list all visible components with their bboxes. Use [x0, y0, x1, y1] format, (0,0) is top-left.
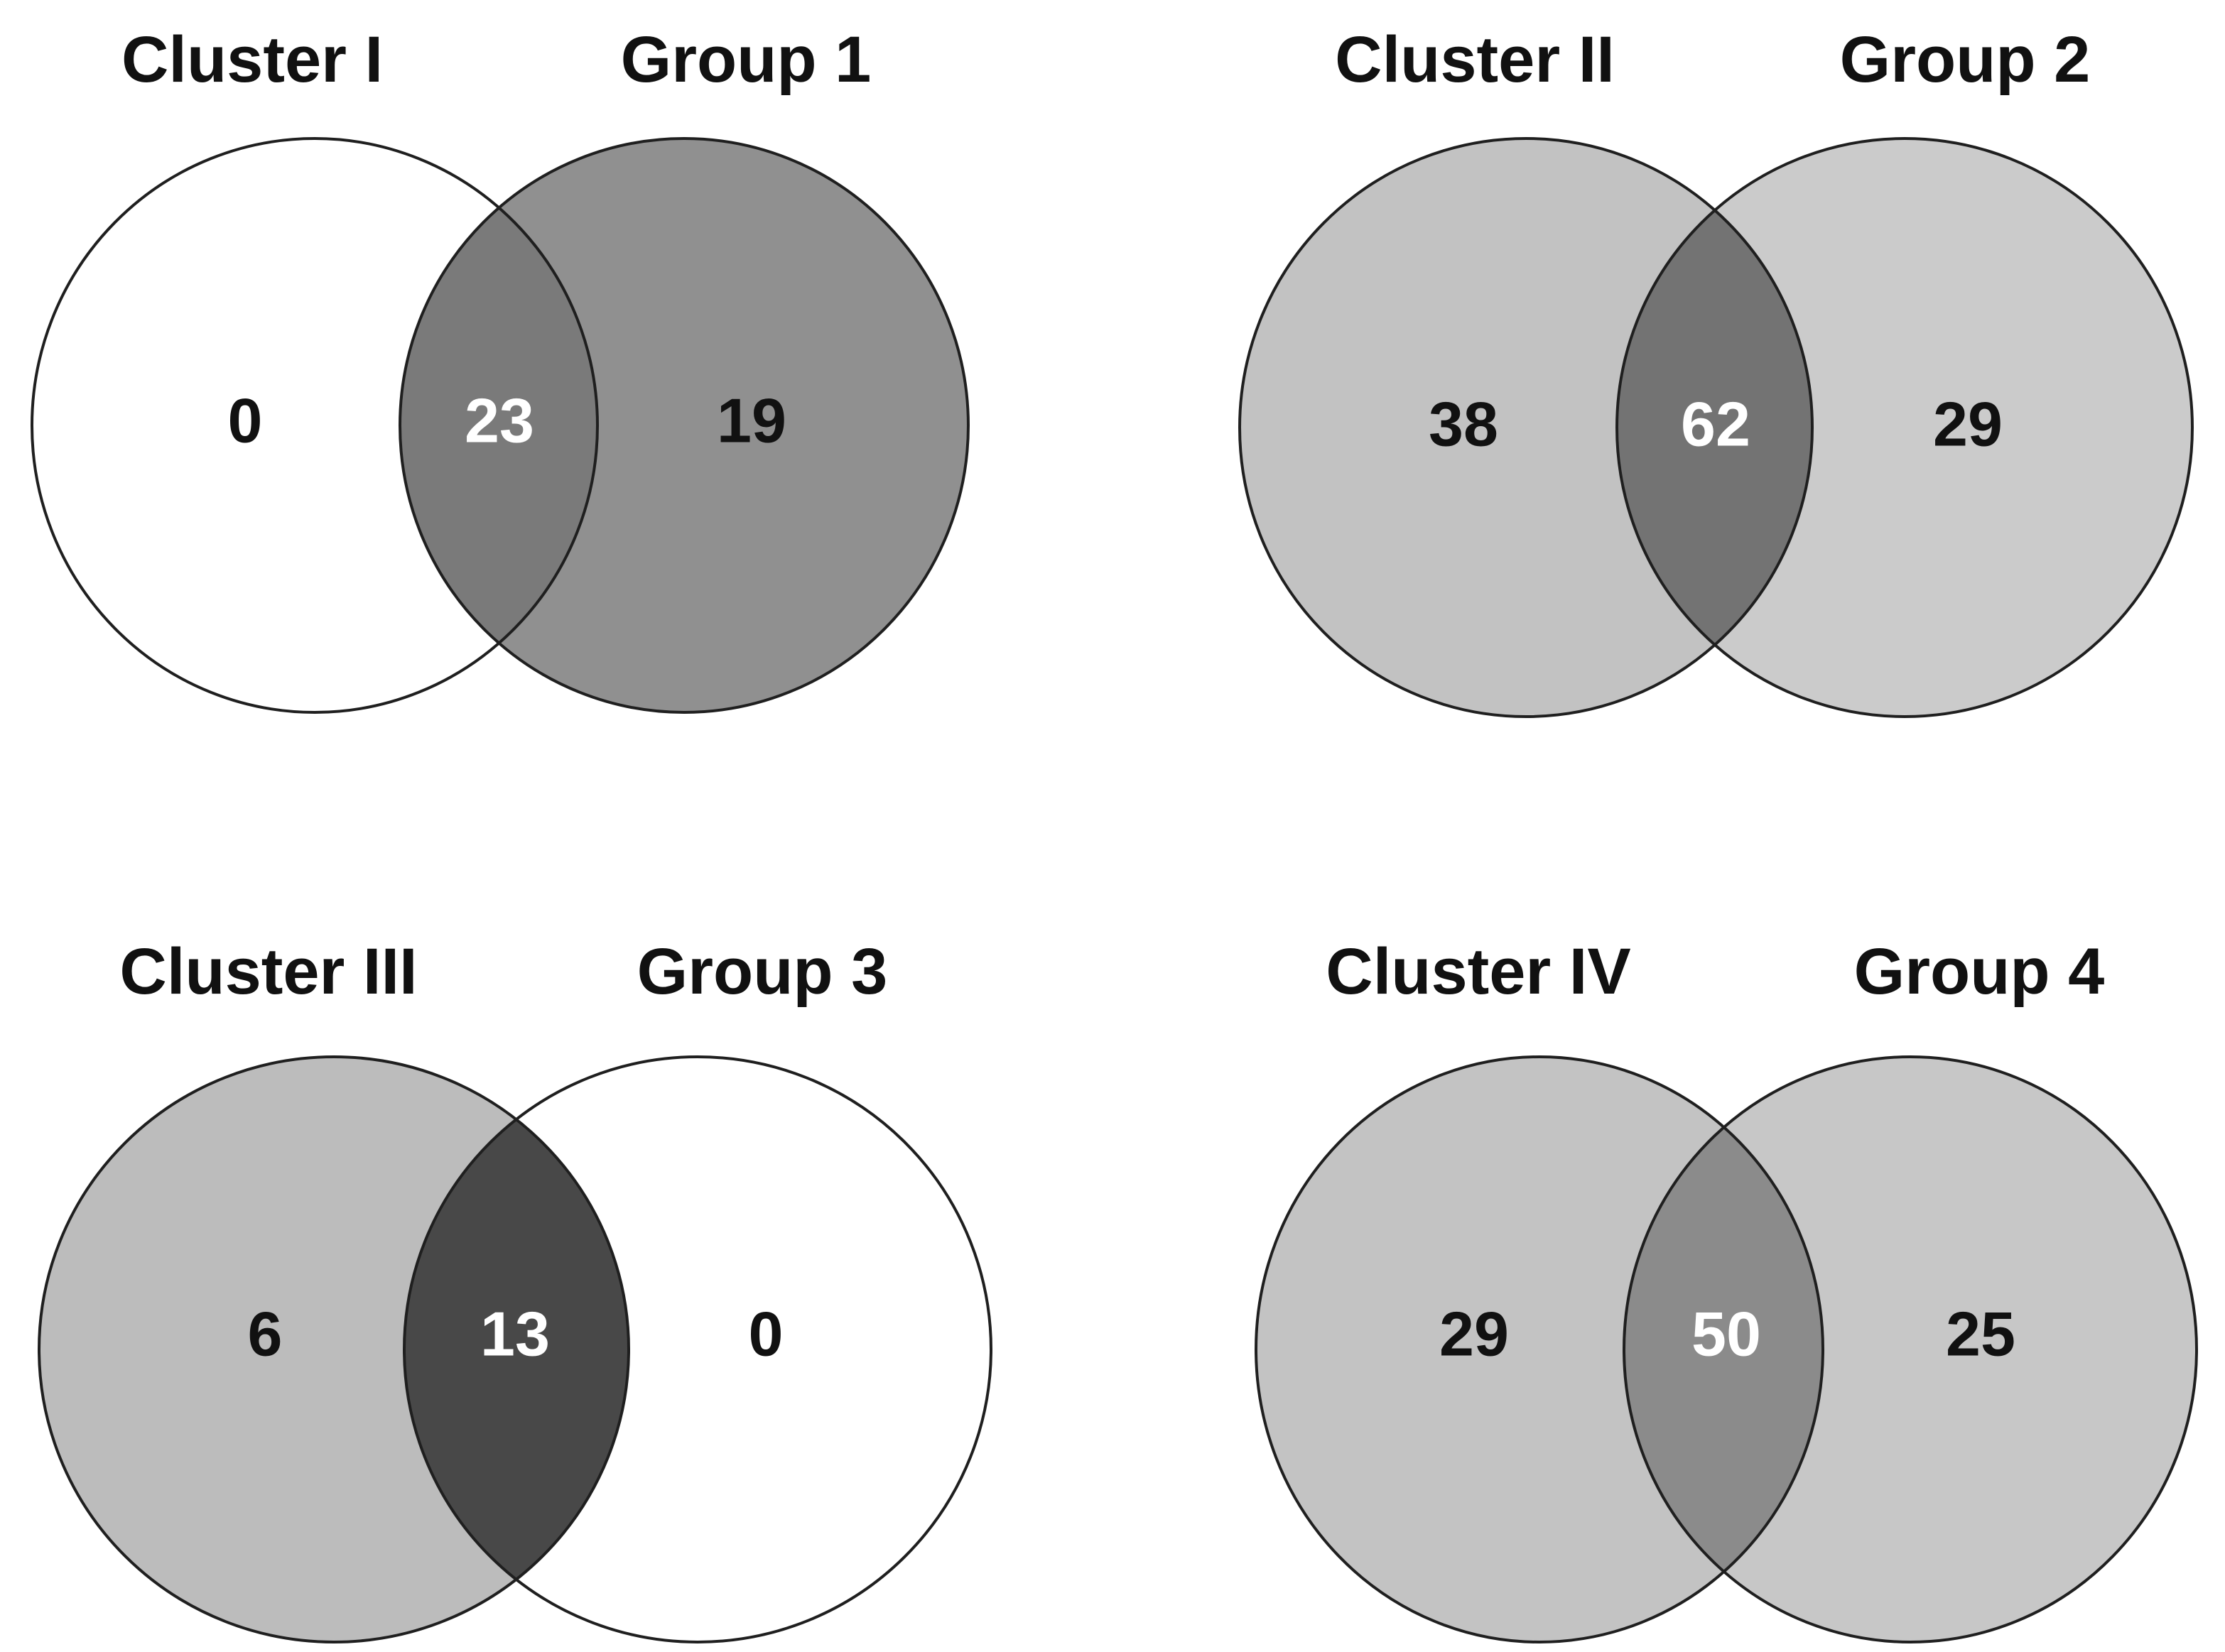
cluster-i-title: Cluster I — [121, 23, 383, 96]
cluster-iv-group-4-overlap-count: 50 — [1691, 1299, 1761, 1369]
cluster-i-circle-outline — [31, 137, 599, 714]
cluster-iii-circle-outline — [38, 1055, 630, 1643]
venn-panel-cluster-ii: Cluster II Group 2 38 62 29 — [1238, 23, 2194, 718]
cluster-i-only-count: 0 — [228, 386, 263, 456]
group-4-title: Group 4 — [1854, 935, 2105, 1008]
group-1-only-count: 19 — [717, 386, 786, 456]
group-2-only-count: 29 — [1933, 389, 2003, 460]
group-1-circle-outline — [399, 137, 970, 714]
group-3-circle-outline — [403, 1055, 992, 1643]
group-4-only-count: 25 — [1946, 1299, 2015, 1369]
group-2-title: Group 2 — [1840, 23, 2091, 96]
cluster-iv-circle-outline — [1255, 1055, 1824, 1643]
cluster-iv-only-count: 29 — [1439, 1299, 1509, 1369]
cluster-iv-title: Cluster IV — [1326, 935, 1630, 1008]
group-2-circle-outline — [1615, 137, 2194, 718]
cluster-ii-title: Cluster II — [1335, 23, 1615, 96]
venn-panel-cluster-i: Cluster I Group 1 0 23 19 — [31, 23, 970, 714]
cluster-ii-group-2-overlap-count: 62 — [1681, 389, 1750, 460]
overlap-region-4 — [1624, 1057, 1823, 1642]
overlap-region-2 — [1617, 138, 1812, 717]
overlap-region-3 — [404, 1057, 629, 1642]
cluster-ii-only-count: 38 — [1429, 389, 1498, 460]
overlap-region-1 — [400, 138, 597, 712]
group-4-circle-outline — [1623, 1055, 2198, 1643]
group-1-title: Group 1 — [621, 23, 872, 96]
group-3-title: Group 3 — [637, 935, 888, 1008]
cluster-iii-title: Cluster III — [119, 935, 417, 1008]
venn-panel-cluster-iii: Cluster III Group 3 6 13 0 — [38, 935, 992, 1643]
cluster-ii-circle-outline — [1238, 137, 1814, 718]
venn-panel-cluster-iv: Cluster IV Group 4 29 50 25 — [1255, 935, 2198, 1643]
cluster-iii-group-3-overlap-count: 13 — [480, 1299, 550, 1369]
cluster-iii-only-count: 6 — [248, 1299, 283, 1369]
cluster-i-group-1-overlap-count: 23 — [465, 386, 534, 456]
group-3-only-count: 0 — [749, 1299, 784, 1369]
